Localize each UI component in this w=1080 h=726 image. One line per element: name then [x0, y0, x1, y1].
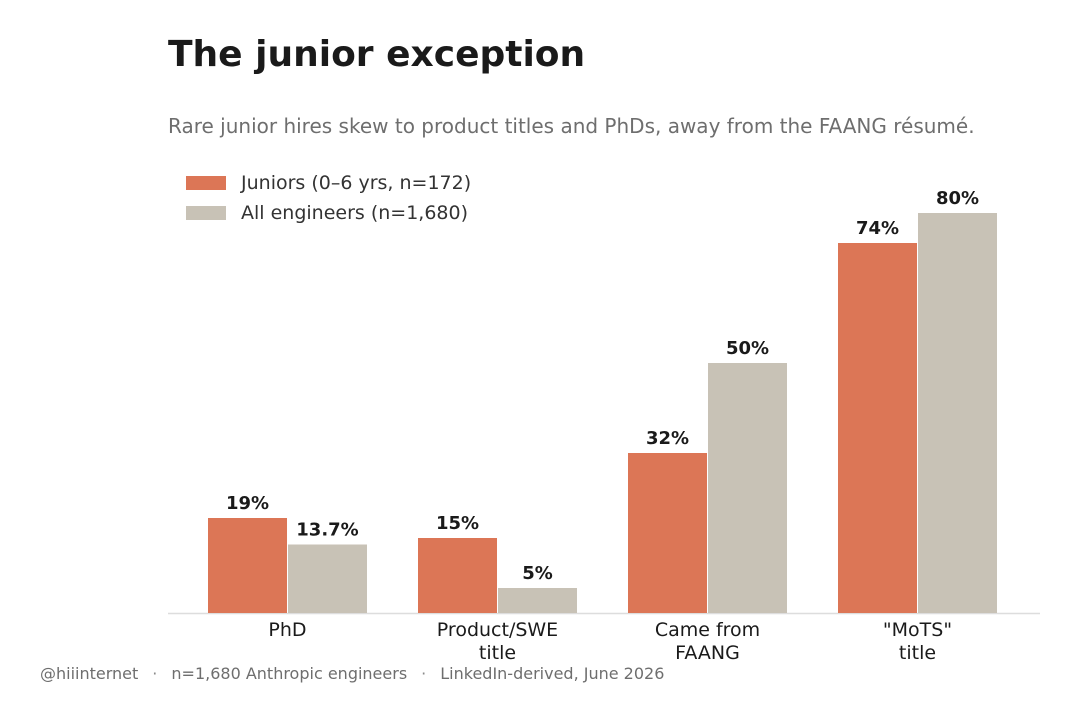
x-tick-label: "MoTS"	[883, 619, 952, 641]
legend-item-juniors: Juniors (0–6 yrs, n=172)	[186, 168, 471, 198]
legend-label-all-engineers: All engineers (n=1,680)	[241, 202, 469, 224]
chart-title: The junior exception	[168, 34, 586, 75]
legend-label-juniors: Juniors (0–6 yrs, n=172)	[241, 172, 472, 194]
x-tick-label: PhD	[268, 619, 306, 641]
bar-all-engineers	[498, 588, 577, 613]
footer-sample: n=1,680 Anthropic engineers	[171, 664, 408, 683]
bar-all-engineers	[918, 213, 997, 613]
data-label-juniors: 32%	[646, 428, 689, 449]
bar-juniors	[208, 518, 287, 613]
bar-all-engineers	[288, 544, 367, 613]
footer-handle: @hiiinternet	[40, 664, 139, 683]
bar-all-engineers	[708, 363, 787, 613]
data-label-juniors: 74%	[856, 218, 899, 239]
data-label-all-engineers: 13.7%	[296, 520, 358, 541]
data-label-all-engineers: 80%	[936, 188, 979, 209]
legend-swatch-all-engineers	[186, 206, 226, 220]
x-tick-label: title	[899, 642, 936, 664]
x-tick-label: title	[479, 642, 516, 664]
footer-separator: ·	[152, 664, 158, 683]
data-label-all-engineers: 50%	[726, 338, 769, 359]
bar-juniors	[418, 538, 497, 613]
bar-juniors	[628, 453, 707, 613]
x-tick-label: Came from	[655, 619, 760, 641]
legend-swatch-juniors	[186, 176, 226, 190]
legend: Juniors (0–6 yrs, n=172) All engineers (…	[186, 168, 471, 228]
data-label-all-engineers: 5%	[522, 563, 553, 584]
footer-source: LinkedIn-derived, June 2026	[440, 664, 665, 683]
bar-juniors	[838, 243, 917, 613]
data-label-juniors: 19%	[226, 493, 269, 514]
x-tick-label: Product/SWE	[437, 619, 558, 641]
x-tick-label: FAANG	[675, 642, 740, 664]
footer: @hiiinternet · n=1,680 Anthropic engineers…	[40, 664, 664, 683]
chart-subtitle: Rare junior hires skew to product titles…	[168, 114, 975, 138]
data-label-juniors: 15%	[436, 513, 479, 534]
legend-item-all-engineers: All engineers (n=1,680)	[186, 198, 471, 228]
footer-separator: ·	[421, 664, 427, 683]
